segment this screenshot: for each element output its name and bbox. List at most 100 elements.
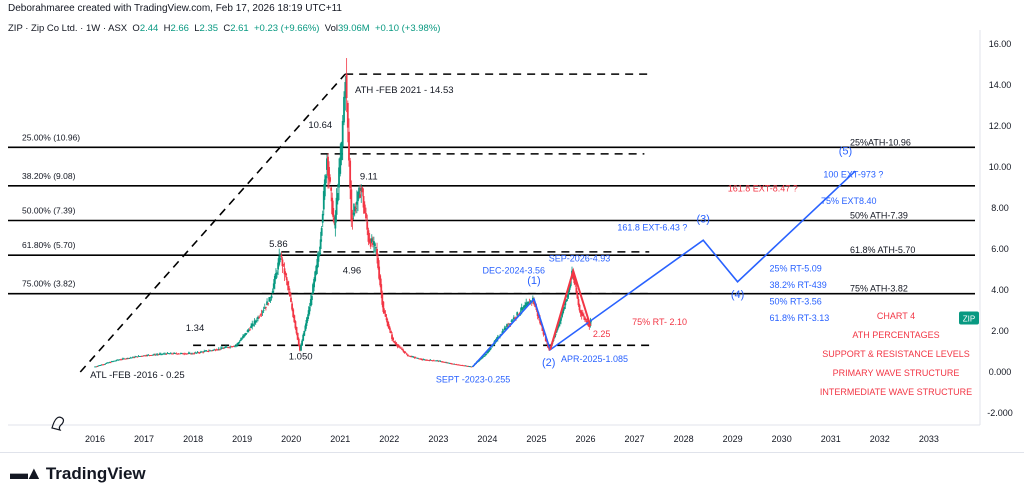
candle-body — [417, 357, 419, 359]
author-line: Deborahmaree created with TradingView.co… — [8, 3, 342, 14]
candle-body — [336, 192, 339, 202]
candle-body — [536, 310, 539, 317]
candle-body — [260, 313, 263, 315]
candle-body — [469, 366, 472, 368]
candle-body — [562, 308, 565, 314]
candle-body — [150, 354, 153, 356]
candle-body — [391, 334, 393, 340]
candle-body — [266, 301, 268, 306]
candle-body — [267, 303, 270, 305]
candle-body — [130, 357, 133, 359]
y-tick-label: 16.00 — [989, 39, 1012, 49]
candle-body — [575, 287, 578, 293]
candle-body — [464, 365, 467, 367]
candle-body — [516, 312, 519, 316]
candle-body — [104, 363, 106, 365]
candle-body — [432, 360, 435, 362]
annotation-blue: 75% EXT8.40 — [821, 196, 877, 206]
volume-value: 39.06M — [337, 23, 370, 34]
annotation-black: 9.11 — [360, 171, 378, 182]
symbol-label[interactable]: ZIP · Zip Co Ltd. · 1W · ASX — [8, 23, 128, 34]
candle-body — [120, 359, 123, 361]
candle-body — [441, 361, 444, 363]
tradingview-logo-icon: ▬▲ — [10, 463, 43, 483]
candle-body — [305, 320, 308, 326]
tradingview-logo[interactable]: ▬▲ TradingView — [10, 463, 146, 484]
candle-body — [345, 74, 348, 98]
candle-body — [561, 313, 563, 317]
candle-body — [579, 310, 582, 314]
candle-body — [429, 359, 432, 361]
candle-body — [468, 366, 471, 368]
candle-body — [363, 204, 366, 214]
candle-body — [357, 191, 359, 202]
candle-body — [252, 324, 255, 326]
candle-body — [307, 310, 310, 317]
candle-body — [156, 354, 159, 356]
candle-body — [454, 364, 457, 365]
candle-body — [280, 255, 283, 257]
candle-body — [459, 364, 461, 366]
candle-body — [99, 365, 102, 366]
fib-level-label: 50.00% (7.39) — [22, 206, 76, 216]
change-value: +0.23 (+9.66%) — [253, 23, 320, 34]
candle-body — [303, 330, 306, 336]
candle-body — [165, 353, 168, 355]
wave-label: (3) — [696, 213, 709, 225]
candle-body — [163, 353, 166, 355]
candle-body — [278, 255, 281, 265]
candle-body — [279, 258, 282, 260]
candle-body — [358, 187, 360, 198]
candle-body — [341, 120, 344, 147]
candle-body — [249, 329, 251, 331]
candle-body — [290, 297, 292, 302]
high-value: 2.66 — [170, 23, 189, 34]
candle-body — [334, 214, 337, 229]
candle-body — [216, 349, 219, 351]
candle-body — [254, 321, 257, 323]
candle-body — [367, 230, 370, 242]
candle-body — [392, 337, 395, 341]
candle-body — [401, 348, 404, 351]
candle-body — [318, 252, 321, 256]
candle-body — [182, 353, 184, 355]
candle-body — [574, 282, 577, 285]
candle-body — [263, 307, 266, 309]
trend-line[interactable] — [79, 73, 346, 373]
primary-wave-line[interactable] — [472, 170, 856, 368]
fib-level-label: 38.20% (9.08) — [22, 171, 76, 181]
candle-body — [521, 307, 524, 310]
y-tick-label: 8.00 — [991, 203, 1009, 213]
candle-body — [430, 360, 433, 362]
candle-body — [385, 317, 388, 321]
candle-body — [393, 341, 396, 343]
candle-body — [421, 359, 424, 361]
candle-body — [387, 324, 390, 329]
candle-body — [456, 364, 459, 366]
candle-body — [295, 326, 298, 334]
candle-body — [245, 332, 248, 334]
candle-body — [484, 354, 487, 356]
candle-body — [119, 359, 122, 361]
candle-body — [155, 354, 158, 356]
candle-body — [207, 350, 210, 352]
candle-body — [486, 351, 489, 354]
candle-body — [181, 352, 183, 354]
candle-body — [333, 218, 336, 224]
candle-body — [352, 212, 355, 215]
price-chart[interactable]: 16.00 14.00 12.00 10.00 8.00 6.00 4.00 2.00 0.00… — [0, 0, 1024, 452]
candle-body — [210, 350, 212, 352]
candle-body — [113, 360, 115, 362]
candle-body — [138, 356, 141, 357]
candle-body — [576, 293, 579, 299]
candle-body — [580, 312, 583, 316]
annotation-black: 10.64 — [308, 120, 332, 131]
candle-body — [250, 325, 252, 328]
intermediate-wave-line[interactable] — [549, 267, 592, 351]
candle-body — [132, 356, 134, 358]
candle-body — [338, 167, 340, 188]
annotation-blue: 61.8% RT-3.13 — [769, 313, 829, 323]
candle-body — [107, 362, 110, 364]
candle-body — [361, 187, 364, 193]
candle-body — [194, 352, 197, 354]
